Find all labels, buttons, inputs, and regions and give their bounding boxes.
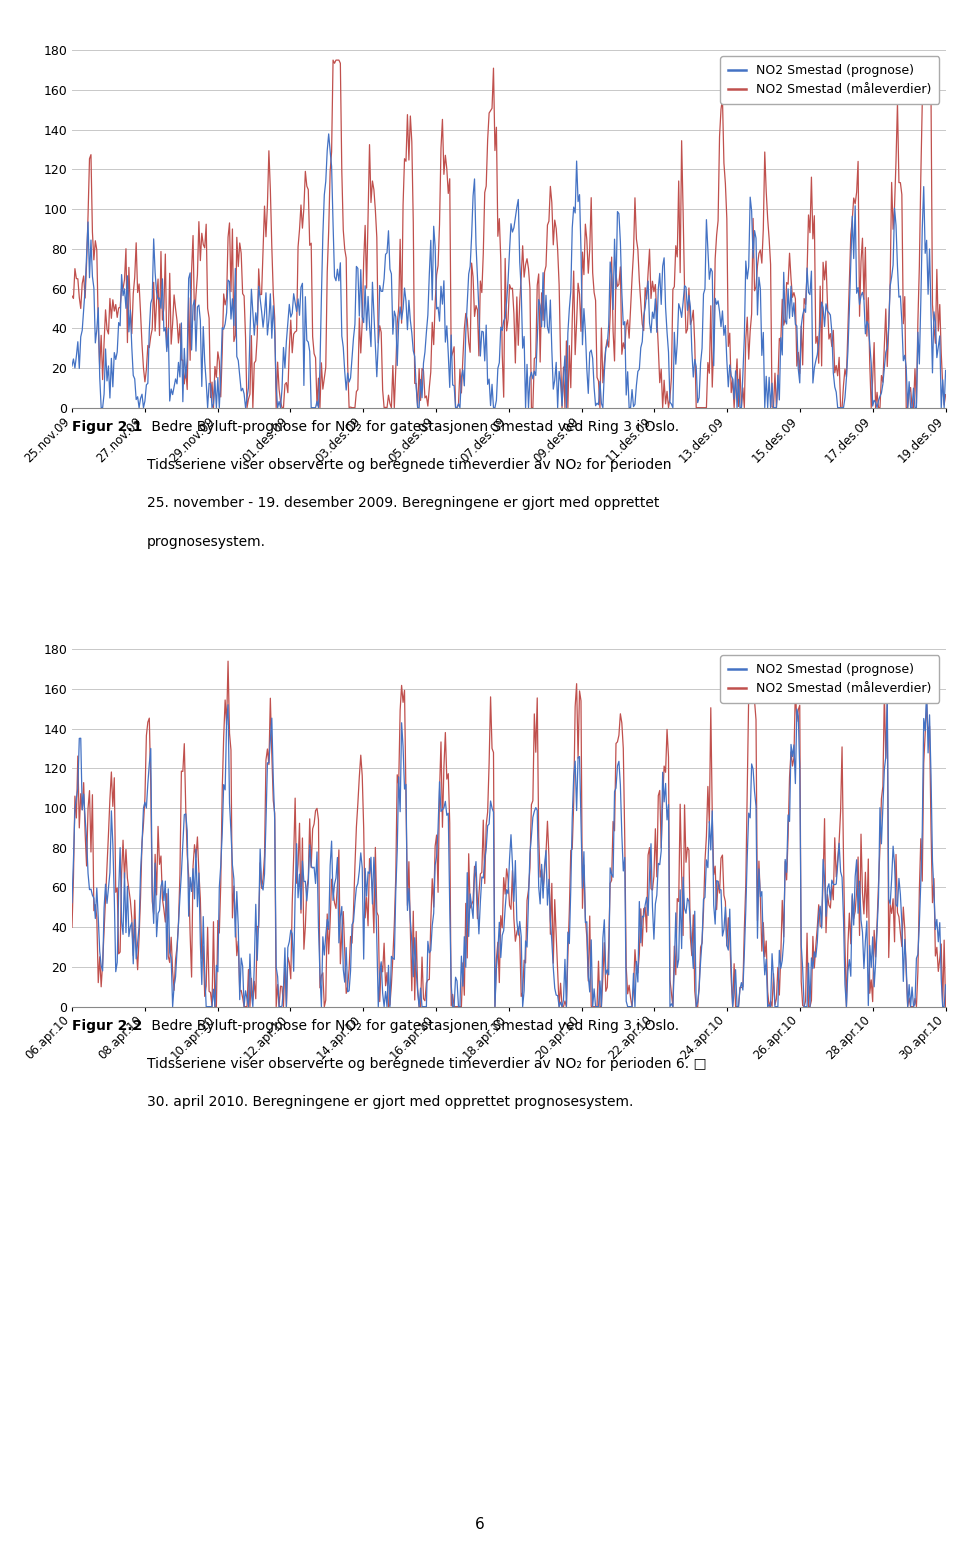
Text: 6: 6 bbox=[475, 1516, 485, 1532]
Text: Figur 2.2: Figur 2.2 bbox=[72, 1019, 142, 1033]
Text: 25. november - 19. desember 2009. Beregningene er gjort med opprettet: 25. november - 19. desember 2009. Beregn… bbox=[147, 497, 660, 511]
Text: 30. april 2010. Beregningene er gjort med opprettet prognosesystem.: 30. april 2010. Beregningene er gjort me… bbox=[147, 1096, 634, 1110]
Text: Bedre Byluft-prognose for NO₂ for gatestasjonen Smestad ved Ring 3 i Oslo.: Bedre Byluft-prognose for NO₂ for gatest… bbox=[147, 1019, 679, 1033]
Text: prognosesystem.: prognosesystem. bbox=[147, 535, 266, 549]
Legend: NO2 Smestad (prognose), NO2 Smestad (måleverdier): NO2 Smestad (prognose), NO2 Smestad (mål… bbox=[720, 56, 939, 103]
Text: Tidsseriene viser observerte og beregnede timeverdier av NO₂ for perioden 6. □: Tidsseriene viser observerte og beregned… bbox=[147, 1057, 707, 1071]
Text: Figur 2.1: Figur 2.1 bbox=[72, 420, 142, 434]
Text: Tidsseriene viser observerte og beregnede timeverdier av NO₂ for perioden: Tidsseriene viser observerte og beregned… bbox=[147, 458, 671, 472]
Legend: NO2 Smestad (prognose), NO2 Smestad (måleverdier): NO2 Smestad (prognose), NO2 Smestad (mål… bbox=[720, 655, 939, 702]
Text: Bedre Byluft-prognose for NO₂ for gatestasjonen Smestad ved Ring 3 i Oslo.: Bedre Byluft-prognose for NO₂ for gatest… bbox=[147, 420, 679, 434]
